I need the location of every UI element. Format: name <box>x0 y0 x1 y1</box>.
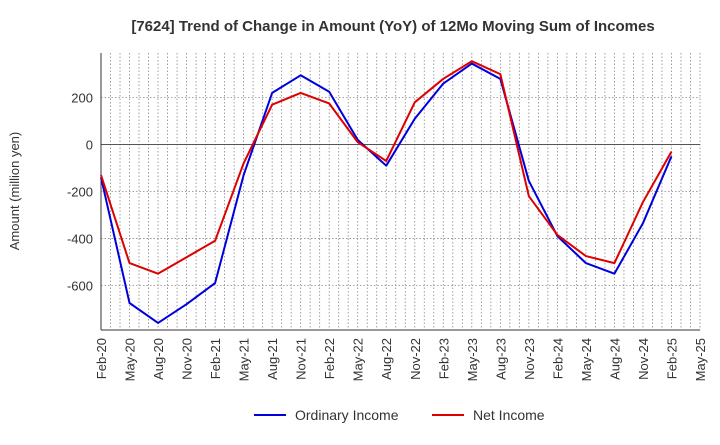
y-tick-label: 200 <box>71 91 93 106</box>
x-tick-label: May-25 <box>693 338 708 381</box>
x-tick-label: Feb-20 <box>94 338 109 379</box>
x-tick-label: Aug-24 <box>607 338 622 380</box>
x-tick-label: May-20 <box>123 338 138 381</box>
series-line-ordinary-income <box>100 62 673 324</box>
chart-title: [7624] Trend of Change in Amount (YoY) o… <box>131 18 654 35</box>
x-tick-label: Nov-22 <box>408 338 423 380</box>
y-tick-label: -600 <box>67 278 93 293</box>
y-axis-label: Amount (million yen) <box>7 132 22 251</box>
x-tick-label: Feb-24 <box>550 338 565 379</box>
x-tick-label: Nov-24 <box>636 338 651 380</box>
x-tick-label: May-23 <box>465 338 480 381</box>
x-tick-label: Feb-22 <box>322 338 337 379</box>
grid <box>100 53 701 330</box>
x-tick-label: Aug-21 <box>265 338 280 380</box>
x-tick-label: May-24 <box>579 338 594 381</box>
legend: Ordinary Income Net Income <box>254 407 545 423</box>
x-tick-label: Feb-23 <box>436 338 451 379</box>
x-tick-label: Aug-20 <box>151 338 166 380</box>
y-tick-label: 0 <box>86 138 93 153</box>
axes <box>100 53 700 331</box>
tick-labels: -600 -400 -200 0 200 Feb-20 May-20 Aug-20 Nov-20… <box>67 91 708 382</box>
x-tick-label: Nov-20 <box>180 338 195 380</box>
x-tick-label: Aug-23 <box>493 338 508 380</box>
x-tick-label: Feb-25 <box>664 338 679 379</box>
legend-item-ordinary-income: Ordinary Income <box>295 407 399 423</box>
series <box>100 60 673 324</box>
x-tick-label: May-21 <box>237 338 252 381</box>
y-tick-label: -400 <box>67 231 93 246</box>
legend-item-net-income: Net Income <box>473 407 545 423</box>
x-tick-label: May-22 <box>351 338 366 381</box>
series-line-net-income <box>100 60 673 275</box>
y-tick-label: -200 <box>67 185 93 200</box>
x-tick-label: Nov-21 <box>294 338 309 380</box>
x-tick-label: Nov-23 <box>522 338 537 380</box>
x-tick-label: Aug-22 <box>379 338 394 380</box>
x-tick-label: Feb-21 <box>208 338 223 379</box>
